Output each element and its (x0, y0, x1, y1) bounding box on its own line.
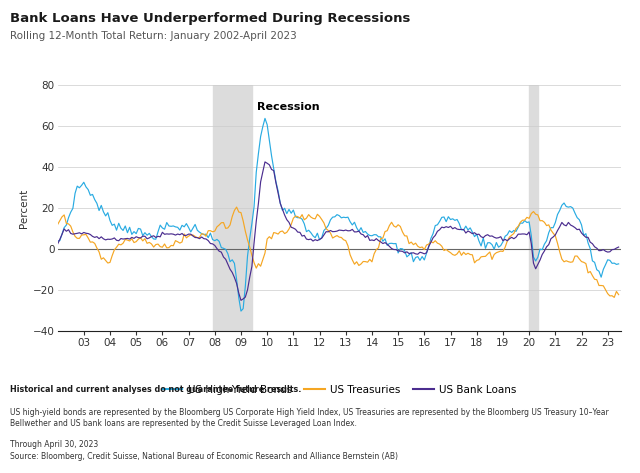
Text: Through April 30, 2023: Through April 30, 2023 (10, 440, 98, 449)
Legend: US High-Yield Bonds, US Treasuries, US Bank Loans: US High-Yield Bonds, US Treasuries, US B… (157, 381, 521, 399)
Text: Historical and current analyses do not guarantee future results.: Historical and current analyses do not g… (10, 385, 301, 394)
Y-axis label: Percent: Percent (19, 189, 29, 228)
Text: Recession: Recession (257, 102, 319, 112)
Text: Bank Loans Have Underperformed During Recessions: Bank Loans Have Underperformed During Re… (10, 12, 410, 25)
Text: US high-yield bonds are represented by the Bloomberg US Corporate High Yield Ind: US high-yield bonds are represented by t… (10, 408, 609, 428)
Text: Source: Bloomberg, Credit Suisse, National Bureau of Economic Research and Allia: Source: Bloomberg, Credit Suisse, Nation… (10, 452, 397, 461)
Bar (529, 85, 538, 331)
Text: Rolling 12-Month Total Return: January 2002-April 2023: Rolling 12-Month Total Return: January 2… (10, 31, 296, 41)
Bar (212, 85, 252, 331)
